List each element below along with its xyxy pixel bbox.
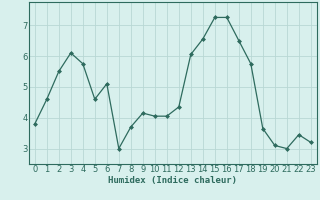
X-axis label: Humidex (Indice chaleur): Humidex (Indice chaleur)	[108, 176, 237, 185]
